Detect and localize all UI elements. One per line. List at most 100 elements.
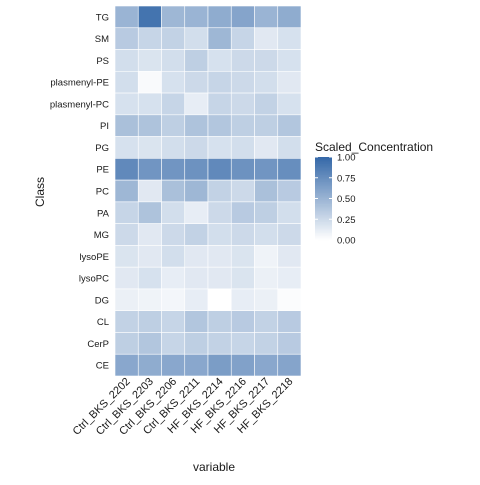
heatmap-cell <box>114 49 139 72</box>
heatmap-cell <box>230 114 255 137</box>
heatmap-cell <box>207 223 232 246</box>
heatmap-cell <box>230 136 255 159</box>
legend-gradient-segment <box>315 222 332 224</box>
legend-gradient-segment <box>315 195 332 198</box>
heatmap-cell <box>184 70 209 94</box>
heatmap-cell <box>161 223 186 246</box>
heatmap-cell <box>184 114 209 137</box>
legend-gradient-segment <box>315 158 332 161</box>
legend-gradient-segment <box>315 219 332 222</box>
heatmap-cell <box>207 201 232 224</box>
heatmap-cell <box>114 114 139 137</box>
heatmap-cell <box>207 266 232 290</box>
heatmap-cell <box>254 353 279 377</box>
heatmap-cell <box>254 310 279 333</box>
heatmap-cell <box>137 288 162 312</box>
heatmap-cell <box>137 49 162 72</box>
heatmap-cell <box>254 201 279 224</box>
heatmap-cell <box>230 201 255 224</box>
heatmap-cell <box>137 114 162 137</box>
legend-gradient-segment <box>315 173 332 176</box>
legend-gradient-segment <box>315 177 332 180</box>
legend-title: Scaled_Concentration <box>315 140 433 154</box>
legend-gradient-segment <box>315 215 332 217</box>
legend-gradient-segment <box>315 235 332 238</box>
legend-gradient-segment <box>315 210 332 213</box>
heatmap-cell <box>114 5 139 29</box>
legend-gradient-segment <box>315 202 332 205</box>
heatmap-cell <box>114 158 139 181</box>
legend-gradient-segment <box>315 166 332 169</box>
heatmap-cell <box>230 27 255 50</box>
heatmap-cell <box>230 310 255 333</box>
y-tick-label: CerP <box>87 339 109 350</box>
heatmap-cell <box>254 27 279 50</box>
heatmap-cell <box>254 179 279 203</box>
y-tick-label: lysoPE <box>79 252 109 263</box>
heatmap-cell <box>207 158 232 181</box>
heatmap-cell <box>137 92 162 116</box>
legend-tick-label: 0.00 <box>337 236 356 247</box>
heatmap-cell <box>277 310 302 333</box>
legend-gradient-segment <box>315 168 332 170</box>
heatmap-cell <box>277 27 302 50</box>
heatmap-cell <box>254 5 279 29</box>
heatmap-cell <box>184 49 209 72</box>
heatmap-cell <box>254 49 279 72</box>
heatmap-cell <box>277 353 302 377</box>
heatmap-cell <box>114 179 139 203</box>
heatmap-cell <box>277 114 302 137</box>
heatmap-cell <box>207 92 232 116</box>
heatmap-cell <box>230 353 255 377</box>
heatmap-cell <box>137 179 162 203</box>
legend-gradient-segment <box>315 194 332 197</box>
legend-gradient-segment <box>315 188 332 191</box>
heatmap-cell <box>277 49 302 72</box>
heatmap-cell <box>277 70 302 94</box>
legend-gradient-segment <box>315 190 332 192</box>
heatmap-cell <box>184 288 209 312</box>
legend-gradient-segment <box>315 233 332 235</box>
legend-tick-label: 1.00 <box>337 153 356 164</box>
heatmap-cell <box>207 114 232 137</box>
heatmap-cell <box>230 245 255 268</box>
heatmap-cell <box>254 332 279 355</box>
heatmap-cells <box>114 5 302 377</box>
legend-gradient-segment <box>315 169 332 172</box>
legend-gradient-segment <box>315 238 332 241</box>
legend-gradient-segment <box>315 205 332 208</box>
legend-gradient-segment <box>315 224 332 227</box>
heatmap-cell <box>161 353 186 377</box>
heatmap-cell <box>161 201 186 224</box>
heatmap-cell <box>254 136 279 159</box>
x-axis-label: variable <box>193 460 235 474</box>
heatmap-cell <box>277 5 302 29</box>
heatmap-cell <box>161 136 186 159</box>
legend-gradient-segment <box>315 234 332 237</box>
y-tick-labels: TG SM PS plasmenyl-PE plasmenyl-PC PI PG PE PC PA… <box>50 12 110 371</box>
legend-gradient-segment <box>315 237 332 240</box>
y-tick-label: DG <box>95 295 109 306</box>
legend-gradient-segment <box>315 206 332 209</box>
legend-gradient-segment <box>315 228 332 231</box>
heatmap-cell <box>161 92 186 116</box>
y-tick-label: PE <box>96 165 109 176</box>
legend-tick-label: 0.25 <box>337 215 356 226</box>
legend-gradient-segment <box>315 186 332 188</box>
legend-gradient-segment <box>315 220 332 223</box>
heatmap-cell <box>114 353 139 377</box>
heatmap-cell <box>184 223 209 246</box>
heatmap-cell <box>207 136 232 159</box>
heatmap-cell <box>161 310 186 333</box>
legend-gradient-segment <box>315 179 332 181</box>
heatmap-cell <box>184 136 209 159</box>
heatmap-cell <box>254 158 279 181</box>
heatmap-cell <box>137 136 162 159</box>
legend-gradient-segment <box>315 191 332 194</box>
heatmap-cell <box>114 136 139 159</box>
legend-gradient-segment <box>315 181 332 184</box>
legend-gradient-segment <box>315 231 332 234</box>
heatmap-cell <box>184 158 209 181</box>
heatmap-cell <box>277 288 302 312</box>
